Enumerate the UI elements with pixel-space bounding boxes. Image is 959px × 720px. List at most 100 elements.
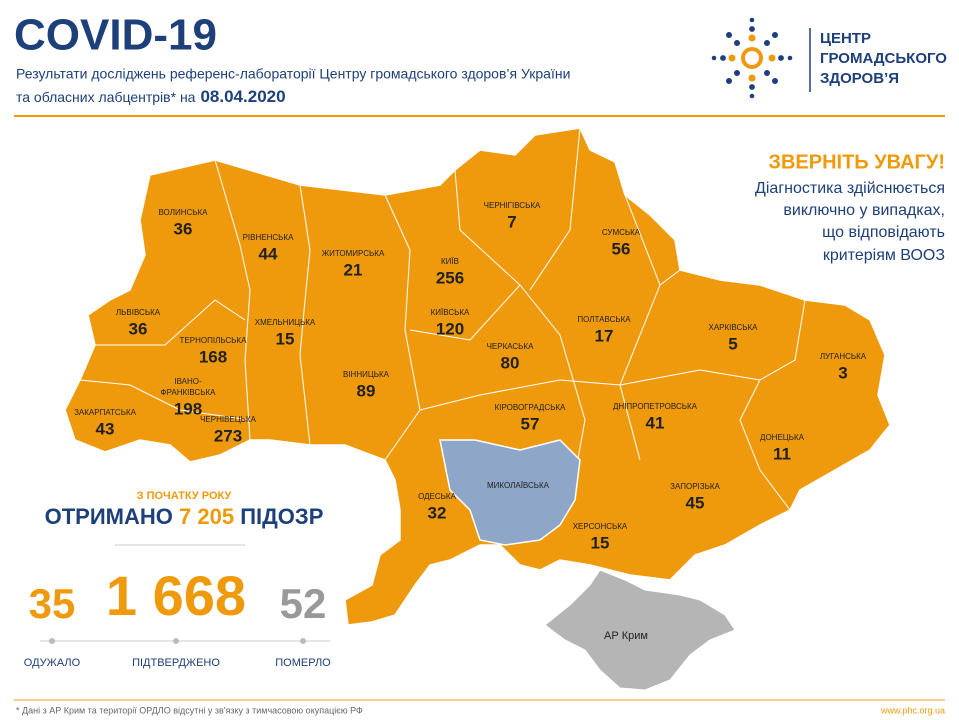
received: ОТРИМАНО 7 205 ПІДОЗР — [45, 504, 324, 529]
region-name: ІВАНО- — [174, 377, 202, 386]
region-name: КІРОВОГРАДСЬКА — [495, 403, 566, 412]
logo-dot — [726, 78, 732, 84]
region-value: 32 — [428, 503, 447, 522]
region-value: 3 — [838, 363, 847, 382]
logo-dot — [734, 40, 740, 46]
region-value: 45 — [686, 493, 705, 512]
dot — [300, 638, 306, 644]
deaths-label: ПОМЕРЛО — [275, 657, 331, 669]
logo-dot — [711, 55, 717, 61]
logo-dot — [764, 70, 770, 76]
recovered-count: 35 — [29, 580, 76, 627]
logo-dot — [726, 32, 732, 38]
region-value: 11 — [773, 444, 791, 463]
notice-text: що відповідають — [822, 224, 945, 241]
region-name: ВІННИЦЬКА — [343, 370, 390, 379]
region-name: ЧЕРНІВЕЦЬКА — [200, 415, 257, 424]
region-value: 89 — [357, 381, 376, 400]
received-count: 7 205 — [179, 504, 234, 529]
region-name: ЧЕРНІГІВСЬКА — [484, 201, 541, 210]
logo-dot — [787, 55, 793, 61]
region-labels: ВОЛИНСЬКА 36 РІВНЕНСЬКА 44 ЖИТОМИРСЬКА 21 КИЇВ… — [74, 201, 867, 552]
logo-text: ГРОМАДСЬКОГО — [820, 50, 947, 67]
region-value: 21 — [344, 260, 363, 279]
dot — [173, 638, 179, 644]
region-value: 15 — [591, 533, 610, 552]
logo-dot — [772, 78, 778, 84]
region-value: 273 — [214, 426, 242, 445]
crimea-label: АР Крим — [604, 630, 648, 642]
region-name: ФРАНКІВСЬКА — [161, 388, 217, 397]
logo-text: ЗДОРОВ’Я — [820, 70, 899, 87]
logo-ring — [741, 47, 763, 69]
region-name: РІВНЕНСЬКА — [243, 233, 294, 242]
region-value: 80 — [501, 353, 520, 372]
subtitle: та обласних лабцентрів* на 08.04.2020 — [16, 87, 286, 106]
logo-dot — [772, 32, 778, 38]
region-name: ЗАКАРПАТСЬКА — [74, 408, 137, 417]
logo-dot — [749, 26, 755, 32]
region-value: 120 — [436, 319, 464, 338]
region-value: 168 — [199, 347, 227, 366]
dot — [49, 638, 55, 644]
notice-text: Діагностика здійснюється — [755, 180, 945, 197]
region-name: КИЇВСЬКА — [431, 308, 470, 317]
crimea — [544, 569, 736, 691]
region-value: 36 — [129, 319, 148, 338]
logo-dot — [778, 55, 784, 61]
subtitle: Результати досліджень референс-лаборатор… — [16, 66, 570, 82]
region-value: 57 — [521, 414, 540, 433]
region-name: ТЕРНОПІЛЬСЬКА — [180, 336, 248, 345]
logo-dot — [768, 54, 776, 62]
logo-dot — [749, 17, 755, 23]
footnote: * Дані з АР Крим та території ОРДЛО відс… — [16, 705, 363, 715]
region-name: ЧЕРКАСЬКА — [487, 342, 535, 351]
notice-title: ЗВЕРНІТЬ УВАГУ! — [768, 151, 945, 173]
region-name: ОДЕСЬКА — [418, 492, 456, 501]
region-name: ХМЕЛЬНИЦЬКА — [255, 318, 316, 327]
notice-text: критеріям ВООЗ — [823, 247, 945, 264]
region-name: ВОЛИНСЬКА — [158, 208, 208, 217]
logo-dot — [734, 70, 740, 76]
region-name: ДНІПРОПЕТРОВСЬКА — [613, 402, 698, 411]
logo-dot — [720, 55, 726, 61]
received-prefix: ОТРИМАНО — [45, 504, 173, 529]
region-name: МИКОЛАЇВСЬКА — [487, 481, 550, 490]
notice-text: виключно у випадках, — [783, 202, 945, 219]
logo-dot — [764, 40, 770, 46]
recovered-label: ОДУЖАЛО — [24, 657, 81, 669]
region-value: 17 — [595, 326, 614, 345]
region-name: ХЕРСОНСЬКА — [573, 522, 628, 531]
region-name: ЖИТОМИРСЬКА — [322, 249, 385, 258]
region-value: 15 — [276, 329, 295, 348]
region-value: 198 — [174, 399, 202, 418]
received-suffix: ПІДОЗР — [240, 504, 323, 529]
region-name: ЗАПОРІЗЬКА — [670, 482, 720, 491]
logo-text: ЦЕНТР — [820, 30, 871, 47]
region-value: 43 — [96, 419, 115, 438]
logo-dot — [748, 34, 756, 42]
region-name: ЛУГАНСЬКА — [820, 352, 867, 361]
confirmed-count: 1 668 — [106, 564, 246, 627]
since-label: З ПОЧАТКУ РОКУ — [137, 490, 232, 502]
region-borders — [79, 127, 806, 511]
url: www.phc.org.ua — [880, 705, 945, 715]
ukraine-map — [64, 127, 891, 626]
region-value: 44 — [259, 244, 278, 263]
region-value: 5 — [728, 334, 737, 353]
region-name: ЛЬВІВСЬКА — [116, 308, 161, 317]
logo-dot — [749, 93, 755, 99]
region-value: 36 — [174, 219, 193, 238]
region-value: 7 — [507, 212, 516, 231]
subtitle-text: та обласних лабцентрів* на — [16, 89, 196, 105]
title: COVID-19 — [14, 11, 217, 60]
logo-icon — [711, 17, 793, 99]
date: 08.04.2020 — [200, 87, 285, 106]
region-value: 256 — [436, 268, 464, 287]
region-name: ПОЛТАВСЬКА — [577, 315, 631, 324]
logo-dot — [748, 74, 756, 82]
mykolaiv-region — [439, 439, 581, 546]
region-name: ДОНЕЦЬКА — [760, 433, 805, 442]
region-name: ХАРКІВСЬКА — [709, 323, 759, 332]
region-name: КИЇВ — [441, 257, 459, 266]
